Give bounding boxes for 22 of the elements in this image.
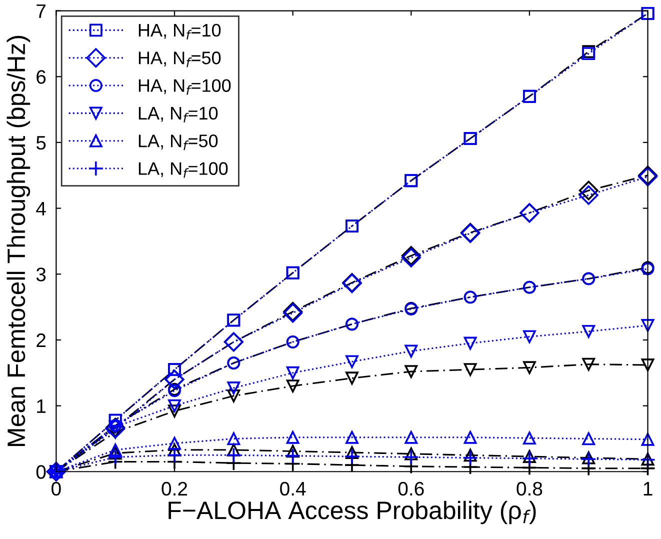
- x-tick-label: 0.8: [516, 482, 542, 496]
- y-tick-label: 2: [36, 333, 46, 347]
- x-tick-label: 0.4: [280, 482, 306, 496]
- legend-label: HA, N$_{f}$=100: [138, 79, 231, 95]
- y-tick-label: 7: [36, 4, 46, 18]
- legend-label: HA, N$_{f}$=10: [138, 24, 221, 40]
- y-tick-label: 1: [37, 399, 46, 413]
- y-tick-label: 3: [36, 268, 46, 282]
- x-tick-label: 0.2: [162, 482, 188, 496]
- x-tick-label: 0: [52, 482, 61, 496]
- y-tick-label: 0: [36, 465, 46, 479]
- x-tick-label: 0.6: [398, 482, 424, 496]
- legend-label: HA, N$_{f}$=50: [138, 52, 221, 68]
- y-axis-title: Mean Femtocell Throughput (bps/Hz): [6, 36, 30, 446]
- y-tick-label: 6: [36, 70, 46, 84]
- y-tick-label: 4: [36, 202, 46, 216]
- x-axis-title: F−ALOHA Access Probability (ρ$_{f}$): [168, 500, 536, 524]
- y-tick-label: 5: [36, 136, 46, 150]
- x-tick-label: 1: [644, 482, 652, 496]
- legend-label: LA, N$_{f}$=10: [138, 106, 218, 122]
- legend-label: LA, N$_{f}$=50: [138, 134, 218, 150]
- legend-label: LA, N$_{f}$=100: [138, 162, 228, 178]
